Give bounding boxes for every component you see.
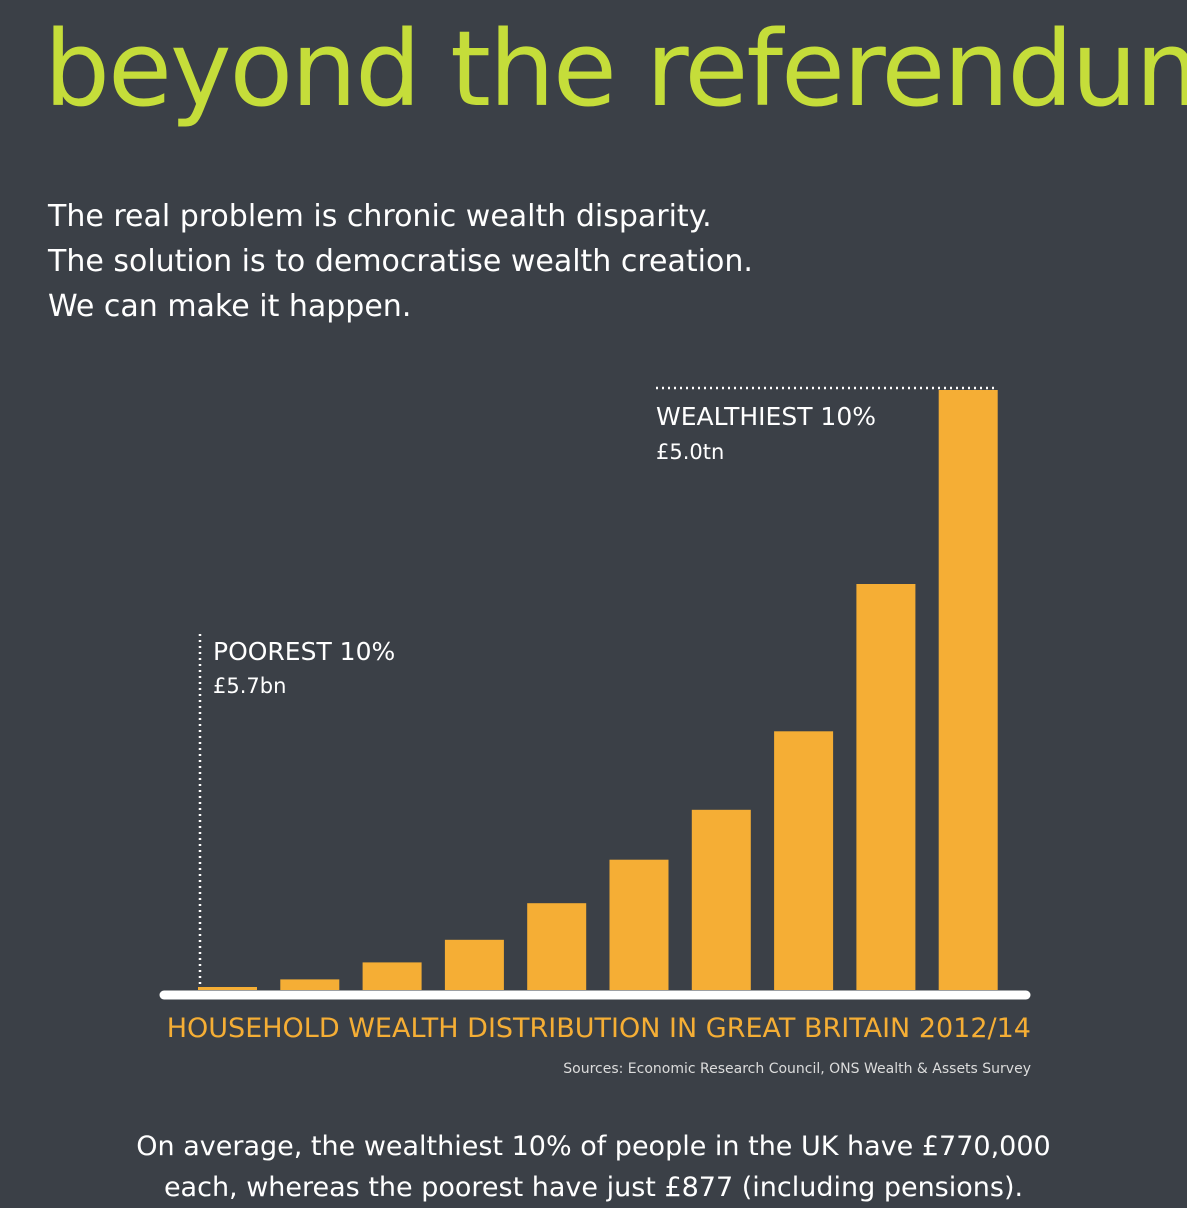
bar-decile-7: [691, 809, 751, 990]
intro-line-1: The real problem is chronic wealth dispa…: [48, 199, 712, 234]
bar-decile-2: [280, 979, 340, 990]
intro-line-3: We can make it happen.: [48, 289, 412, 324]
intro-text: The real problem is chronic wealth dispa…: [48, 194, 753, 329]
bar-decile-8: [774, 731, 834, 990]
bar-decile-1: [198, 987, 257, 990]
poorest-label: POOREST 10%: [213, 637, 395, 666]
poorest-value: £5.7bn: [213, 674, 286, 698]
chart-svg: POOREST 10% £5.7bn WEALTHIEST 10% £5.0tn: [159, 386, 1031, 1000]
footer-text: On average, the wealthiest 10% of people…: [0, 1126, 1187, 1208]
wealthiest-label: WEALTHIEST 10%: [656, 402, 876, 431]
wealthiest-value: £5.0tn: [656, 440, 724, 464]
chart-sources: Sources: Economic Research Council, ONS …: [563, 1061, 1031, 1077]
bar-group: [198, 390, 998, 990]
bar-decile-9: [856, 584, 916, 990]
chart-title: HOUSEHOLD WEALTH DISTRIBUTION IN GREAT B…: [166, 1013, 1031, 1044]
headline: beyond the referendum: [44, 8, 1187, 130]
wealth-bar-chart: POOREST 10% £5.7bn WEALTHIEST 10% £5.0tn: [0, 370, 1187, 1020]
bar-decile-4: [444, 939, 504, 990]
bar-decile-10: [938, 390, 998, 990]
intro-line-2: The solution is to democratise wealth cr…: [48, 244, 753, 279]
bar-decile-6: [609, 859, 669, 990]
bar-decile-5: [527, 903, 587, 990]
footer-line-2: each, whereas the poorest have just £877…: [163, 1172, 1024, 1203]
footer-line-1: On average, the wealthiest 10% of people…: [136, 1131, 1051, 1162]
bar-decile-3: [362, 962, 422, 990]
